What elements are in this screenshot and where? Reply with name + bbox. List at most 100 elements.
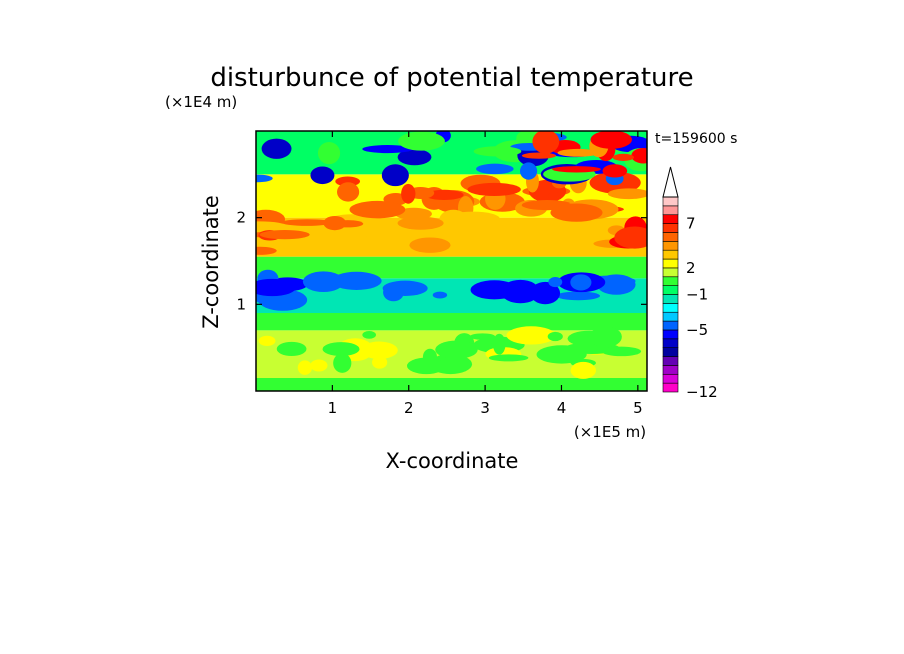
y-tick-label-2: 2 (236, 209, 246, 227)
field-blob-124 (258, 335, 276, 347)
field-blob-115 (322, 342, 360, 357)
field-blob-114 (506, 326, 556, 345)
colorbar-swatch-2 (662, 365, 679, 375)
field-blob-27 (548, 192, 562, 201)
colorbar-swatch-13 (662, 267, 679, 278)
field-blob-120 (372, 356, 388, 369)
x-tick-label-1: 1 (328, 399, 338, 417)
colorbar-swatch-17 (662, 232, 679, 242)
colorbar-swatch-19 (662, 214, 679, 224)
field-blob-32 (520, 231, 565, 245)
field-band-0 (256, 378, 647, 391)
field-blob-73 (398, 131, 445, 151)
field-blob-70 (473, 146, 522, 157)
field-blob-125 (333, 353, 352, 373)
colorbar-swatch-18 (662, 223, 679, 233)
field-blob-69 (476, 163, 514, 175)
field-blob-127 (547, 331, 563, 342)
field-blob-90 (331, 271, 382, 291)
field-blob-65 (519, 162, 538, 180)
field-blob-21 (337, 182, 360, 202)
field-blob-103 (297, 360, 313, 375)
colorbar-label-4: 7 (686, 215, 696, 233)
field-blob-118 (422, 348, 437, 365)
field-blob-119 (570, 361, 597, 379)
field-band-2 (256, 313, 647, 331)
field-blob-48 (310, 166, 335, 185)
field-blob-81 (597, 274, 636, 295)
field-blob-96 (570, 274, 592, 291)
y-axis-label: Z-coordinate (199, 195, 223, 329)
field-blob-25 (607, 188, 647, 200)
x-axis-label: X-coordinate (386, 449, 519, 473)
field-blob-50 (256, 174, 273, 183)
field-blob-74 (556, 291, 601, 301)
field-blob-53 (397, 149, 432, 166)
field-blob-126 (492, 333, 506, 355)
contour-field (256, 131, 647, 391)
colorbar-swatch-16 (662, 241, 679, 251)
field-blob-100 (360, 341, 398, 359)
colorbar-swatch-8 (662, 311, 679, 322)
colorbar-swatch-1 (662, 373, 679, 384)
x-scale-label: (×1E5 m) (574, 423, 646, 441)
time-label: t=159600 s (655, 131, 737, 147)
field-blob-26 (401, 183, 416, 204)
colorbar-swatch-14 (662, 258, 679, 269)
field-blob-33 (349, 200, 406, 219)
colorbar-swatch-12 (662, 276, 679, 286)
field-blob-135 (532, 131, 560, 154)
field-blob-45 (397, 216, 444, 230)
field-blob-43 (256, 221, 287, 231)
x-tick-label-2: 2 (404, 399, 414, 417)
field-blob-138 (552, 166, 601, 173)
colorbar-label-1: −5 (686, 321, 708, 339)
field-blob-44 (323, 215, 347, 231)
field-blob-28 (281, 219, 333, 226)
x-tick-label-5: 5 (633, 399, 643, 417)
chart-title: disturbunce of potential temperature (210, 63, 693, 93)
x-axis: 1 2 3 4 5 (328, 131, 643, 417)
colorbar-swatch-5 (662, 338, 679, 348)
colorbar-swatch-6 (662, 329, 679, 340)
colorbar-swatch-3 (662, 356, 679, 366)
field-blob-128 (631, 148, 647, 164)
colorbar-swatch-7 (662, 320, 679, 331)
colorbar-swatch-10 (662, 294, 679, 304)
field-blob-109 (362, 330, 377, 339)
x-tick-label-3: 3 (480, 399, 490, 417)
field-blob-92 (495, 287, 539, 300)
y-axis: 12 (236, 209, 647, 313)
field-blob-62 (362, 145, 413, 154)
plot-frame (255, 130, 648, 392)
field-blob-14 (467, 182, 521, 197)
colorbar-overflow-arrow (662, 166, 679, 198)
field-blob-78 (432, 291, 448, 299)
field-blob-101 (310, 359, 328, 372)
field-blob-139 (590, 131, 632, 149)
field-blob-123 (488, 354, 529, 362)
y-scale-label: (×1E4 m) (165, 93, 237, 111)
field-blob-122 (589, 326, 622, 348)
field-blob-112 (469, 333, 496, 340)
field-blob-106 (406, 357, 446, 375)
colorbar: −12−5−127 (662, 166, 718, 401)
field-blob-143 (259, 230, 310, 240)
x-tick-label-4: 4 (557, 399, 567, 417)
field-blob-137 (612, 153, 634, 161)
field-blob-86 (530, 281, 561, 305)
field-blob-93 (302, 271, 344, 293)
field-blob-130 (602, 164, 628, 178)
field-blob-141 (256, 246, 277, 255)
colorbar-swatch-9 (662, 303, 679, 313)
colorbar-swatch-0 (662, 382, 679, 393)
field-blob-71 (261, 138, 292, 159)
field-blob-97 (382, 280, 428, 296)
colorbar-swatch-20 (662, 205, 679, 216)
colorbar-swatch-4 (662, 347, 679, 357)
field-blob-56 (381, 164, 409, 187)
field-blob-38 (361, 219, 383, 239)
field-blob-104 (276, 341, 307, 357)
y-tick-label-1: 1 (236, 295, 246, 313)
colorbar-label-3: 2 (686, 259, 696, 277)
